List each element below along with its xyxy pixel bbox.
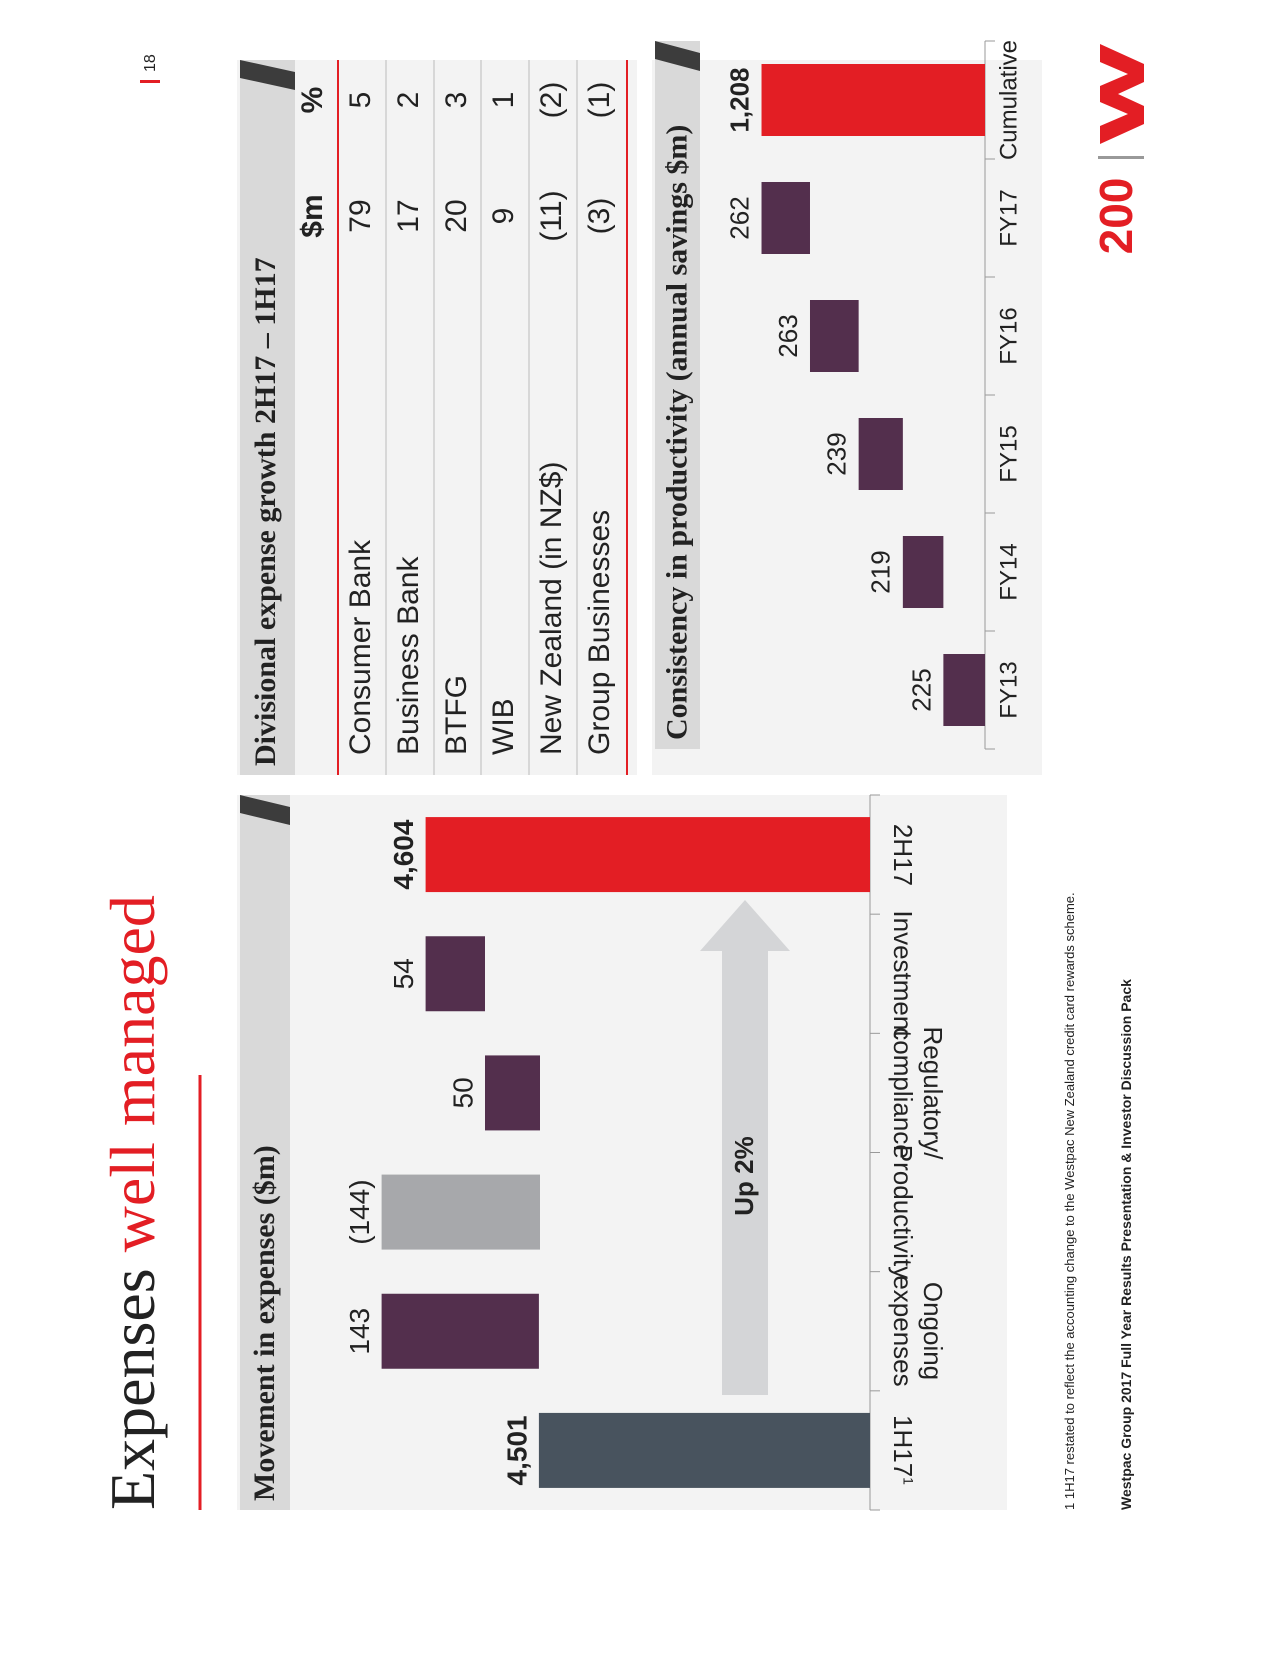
row-label: Group Businesses — [583, 510, 616, 755]
data-label: 263 — [773, 314, 803, 357]
row-label: BTFG — [440, 675, 473, 755]
logo-text: 200 — [1090, 178, 1142, 255]
bar — [485, 1055, 540, 1131]
footnote-text: 1H17 restated to reflect the accounting … — [1062, 892, 1077, 1500]
bar — [902, 536, 944, 608]
row-label: WIB — [487, 698, 520, 755]
x-tick-label: Cumulative — [995, 40, 1022, 160]
bar — [425, 936, 486, 1012]
bar — [381, 1174, 540, 1250]
label-text: Ongoing expenses — [888, 1275, 948, 1387]
header-band — [240, 795, 290, 1510]
annotation: Up 2% — [729, 1136, 759, 1215]
data-label: 4,604 — [388, 819, 419, 889]
page-number: 18 — [142, 54, 159, 72]
panel — [652, 60, 1042, 775]
label-text: 1H17 — [888, 1415, 918, 1478]
row-label: New Zealand (in NZ$) — [535, 462, 568, 755]
x-tick-label: FY13 — [995, 661, 1022, 718]
header-slash — [240, 795, 290, 825]
cell: (2) — [535, 82, 568, 119]
chart-title: Movement in expenses ($m) — [248, 1145, 281, 1501]
footer: Westpac Group 2017 Full Year Results Pre… — [1118, 979, 1134, 1510]
footnote: 1 1H17 restated to reflect the accountin… — [1062, 892, 1077, 1510]
table-title: Divisional expense growth 2H17 – 1H17 — [249, 257, 282, 766]
header-band — [655, 41, 700, 749]
row-label: Business Bank — [392, 556, 425, 755]
title-text: Expenses — [97, 1268, 168, 1510]
data-label: 4,501 — [501, 1415, 532, 1485]
footnote-marker: 1 — [1062, 1502, 1077, 1510]
column-header: % — [296, 87, 329, 114]
data-label: 262 — [724, 196, 754, 239]
cell: 2 — [392, 92, 425, 109]
cell: 5 — [344, 92, 377, 109]
data-label: (144) — [344, 1179, 375, 1244]
page-marker — [140, 80, 160, 83]
bar — [809, 300, 859, 372]
cell: (3) — [583, 198, 616, 235]
data-label: 1,208 — [724, 67, 754, 132]
data-label: 239 — [822, 432, 852, 475]
title-text: well managed — [97, 895, 168, 1253]
label-text: 2H17 — [888, 823, 918, 886]
chart-title: Consistency in productivity (annual savi… — [660, 125, 693, 740]
cell: 79 — [344, 199, 377, 232]
bar — [858, 418, 903, 490]
header-slash — [655, 41, 700, 71]
cell: 20 — [440, 199, 473, 232]
data-label: 50 — [447, 1077, 478, 1108]
cell: (11) — [535, 190, 568, 241]
bar — [761, 182, 810, 254]
row-label: Consumer Bank — [344, 539, 377, 755]
bar — [943, 654, 985, 726]
x-tick-label: FY14 — [995, 543, 1022, 600]
cell: (1) — [583, 82, 616, 119]
data-label: 219 — [866, 550, 896, 593]
cell: 17 — [392, 199, 425, 232]
bar — [538, 1412, 871, 1488]
bar — [425, 817, 870, 893]
bar — [381, 1293, 539, 1369]
cell: 9 — [487, 208, 520, 225]
footnote-ref: 1 — [900, 1477, 917, 1486]
x-tick-label: FY17 — [995, 189, 1022, 246]
logo-divider — [1098, 156, 1144, 159]
cell: 3 — [440, 92, 473, 109]
data-label: 225 — [906, 668, 936, 711]
column-header: $m — [296, 194, 329, 237]
header-band — [240, 60, 295, 775]
slide-title: Expenses well managed — [96, 895, 170, 1510]
x-tick-label: FY15 — [995, 425, 1022, 482]
bar — [761, 64, 986, 136]
x-tick-label: 2H17 — [888, 780, 918, 930]
cell: 1 — [487, 92, 520, 109]
header-slash — [240, 60, 295, 90]
data-label: 143 — [344, 1308, 375, 1355]
x-tick-label: FY16 — [995, 307, 1022, 364]
arrow — [700, 900, 790, 1395]
data-label: 54 — [388, 958, 419, 989]
logo-mark — [1100, 44, 1144, 144]
